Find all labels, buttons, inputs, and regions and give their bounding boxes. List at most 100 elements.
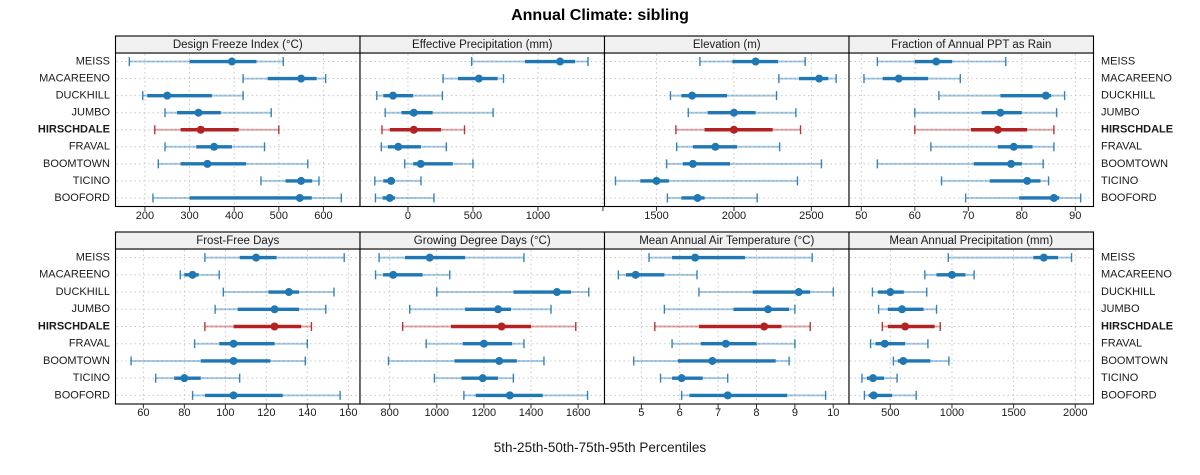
panel-title: Fraction of Annual PPT as Rain — [891, 39, 1051, 51]
median-dot — [389, 91, 398, 100]
site-label-right: TICINO — [1101, 372, 1139, 384]
site-label-left: DUCKHILL — [56, 90, 110, 102]
site-label-right: HIRSCHDALE — [1101, 124, 1173, 136]
median-dot — [270, 305, 279, 314]
axis-tick-label: 2500 — [799, 210, 823, 222]
site-label-left: MEISS — [76, 252, 110, 264]
median-dot — [1049, 193, 1058, 202]
axis-tick-label: 2000 — [1063, 407, 1087, 419]
median-dot — [721, 339, 730, 348]
median-dot — [723, 391, 732, 400]
site-label-left: JUMBO — [72, 303, 111, 315]
median-dot — [203, 159, 212, 168]
axis-tick-label: 100 — [216, 407, 234, 419]
median-dot — [552, 288, 561, 297]
median-dot — [652, 176, 661, 185]
axis-tick-label: 6 — [677, 407, 683, 419]
median-dot — [270, 322, 279, 331]
site-label-right: FRAVAL — [1101, 338, 1142, 350]
axis-tick-label: 200 — [136, 210, 154, 222]
axis-tick-label: 160 — [339, 407, 357, 419]
median-dot — [899, 356, 908, 365]
median-dot — [416, 159, 425, 168]
axis-tick-label: 1400 — [519, 407, 543, 419]
axis-tick-label: 140 — [298, 407, 316, 419]
site-label-left: BOOFORD — [54, 192, 110, 204]
axis-tick-label: 60 — [137, 407, 149, 419]
axis-tick-label: 8 — [753, 407, 759, 419]
axis-tick-label: 80 — [1016, 210, 1028, 222]
axis-tick-label: 1500 — [644, 210, 668, 222]
panel-title: Growing Degree Days (°C) — [414, 235, 551, 247]
median-dot — [297, 176, 306, 185]
median-dot — [764, 305, 773, 314]
median-dot — [729, 125, 738, 134]
median-dot — [711, 142, 720, 151]
axis-tick-label: 2000 — [722, 210, 746, 222]
median-dot — [180, 374, 189, 383]
site-label-left: FRAVAL — [69, 338, 110, 350]
median-dot — [385, 193, 394, 202]
axis-tick-label: 1600 — [566, 407, 590, 419]
median-dot — [387, 176, 396, 185]
median-dot — [898, 305, 907, 314]
axis-tick-label: 70 — [962, 210, 974, 222]
median-dot — [932, 57, 941, 66]
site-label-right: JUMBO — [1101, 107, 1140, 119]
panel-header — [848, 231, 1095, 250]
axis-tick-label: 1000 — [940, 407, 964, 419]
median-dot — [505, 391, 514, 400]
site-label-right: BOOFORD — [1101, 192, 1157, 204]
median-dot — [1039, 253, 1048, 262]
median-dot — [497, 322, 506, 331]
site-label-left: JUMBO — [72, 107, 111, 119]
axis-tick-label: 300 — [180, 210, 198, 222]
median-dot — [708, 356, 717, 365]
median-dot — [1041, 91, 1050, 100]
median-dot — [894, 74, 903, 83]
median-dot — [229, 356, 238, 365]
site-label-right: MEISS — [1101, 55, 1135, 67]
median-dot — [869, 374, 878, 383]
median-dot — [295, 193, 304, 202]
site-label-left: FRAVAL — [69, 141, 110, 153]
median-dot — [815, 74, 824, 83]
median-dot — [901, 322, 910, 331]
median-dot — [229, 391, 238, 400]
axis-tick-label: 60 — [909, 210, 921, 222]
median-dot — [869, 391, 878, 400]
site-label-right: BOOMTOWN — [1101, 355, 1168, 367]
median-dot — [1023, 176, 1032, 185]
median-dot — [425, 253, 434, 262]
site-label-right: MACAREENO — [1101, 72, 1172, 84]
median-dot — [163, 91, 172, 100]
axis-tick-label: 120 — [257, 407, 275, 419]
panel-title: Mean Annual Precipitation (mm) — [889, 235, 1053, 247]
median-dot — [688, 91, 697, 100]
median-dot — [688, 159, 697, 168]
site-label-right: TICINO — [1101, 175, 1139, 187]
axis-tick-label: 500 — [464, 210, 482, 222]
median-dot — [693, 193, 702, 202]
median-dot — [1009, 142, 1018, 151]
site-label-right: MEISS — [1101, 252, 1135, 264]
median-dot — [194, 108, 203, 117]
axis-tick-label: 800 — [380, 407, 398, 419]
site-label-right: HIRSCHDALE — [1101, 320, 1173, 332]
site-label-right: FRAVAL — [1101, 141, 1142, 153]
median-dot — [188, 270, 197, 279]
median-dot — [229, 339, 238, 348]
median-dot — [210, 142, 219, 151]
median-dot — [729, 108, 738, 117]
median-dot — [751, 57, 760, 66]
site-label-right: JUMBO — [1101, 303, 1140, 315]
axis-tick-label: 10 — [827, 407, 839, 419]
median-dot — [760, 322, 769, 331]
median-dot — [284, 288, 293, 297]
median-dot — [389, 270, 398, 279]
median-dot — [409, 108, 418, 117]
axis-tick-label: 500 — [881, 407, 899, 419]
median-dot — [394, 142, 403, 151]
median-dot — [478, 374, 487, 383]
site-label-left: BOOMTOWN — [43, 158, 110, 170]
